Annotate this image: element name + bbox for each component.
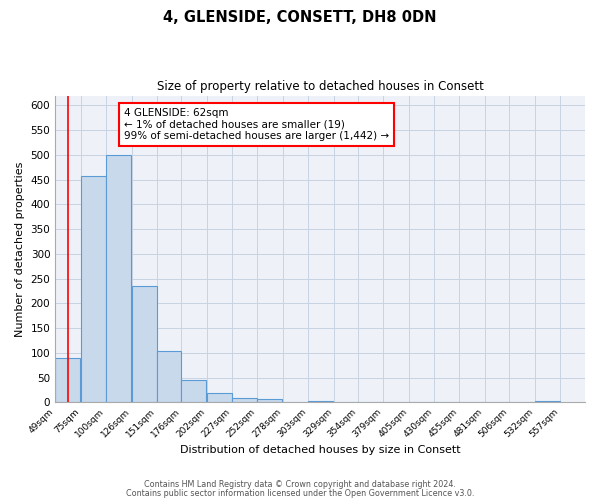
Text: Contains public sector information licensed under the Open Government Licence v3: Contains public sector information licen… xyxy=(126,488,474,498)
Text: Contains HM Land Registry data © Crown copyright and database right 2024.: Contains HM Land Registry data © Crown c… xyxy=(144,480,456,489)
Bar xyxy=(181,380,206,402)
Bar xyxy=(157,350,181,403)
Bar xyxy=(106,155,131,402)
Bar xyxy=(232,398,257,402)
Text: 4 GLENSIDE: 62sqm
← 1% of detached houses are smaller (19)
99% of semi-detached : 4 GLENSIDE: 62sqm ← 1% of detached house… xyxy=(124,108,389,141)
Bar xyxy=(207,392,232,402)
Bar xyxy=(81,176,106,402)
Bar xyxy=(55,358,80,403)
Bar xyxy=(308,400,332,402)
Bar xyxy=(132,286,157,403)
Bar xyxy=(535,401,560,402)
Title: Size of property relative to detached houses in Consett: Size of property relative to detached ho… xyxy=(157,80,484,93)
Bar xyxy=(257,399,282,402)
Y-axis label: Number of detached properties: Number of detached properties xyxy=(15,162,25,336)
X-axis label: Distribution of detached houses by size in Consett: Distribution of detached houses by size … xyxy=(180,445,460,455)
Text: 4, GLENSIDE, CONSETT, DH8 0DN: 4, GLENSIDE, CONSETT, DH8 0DN xyxy=(163,10,437,25)
